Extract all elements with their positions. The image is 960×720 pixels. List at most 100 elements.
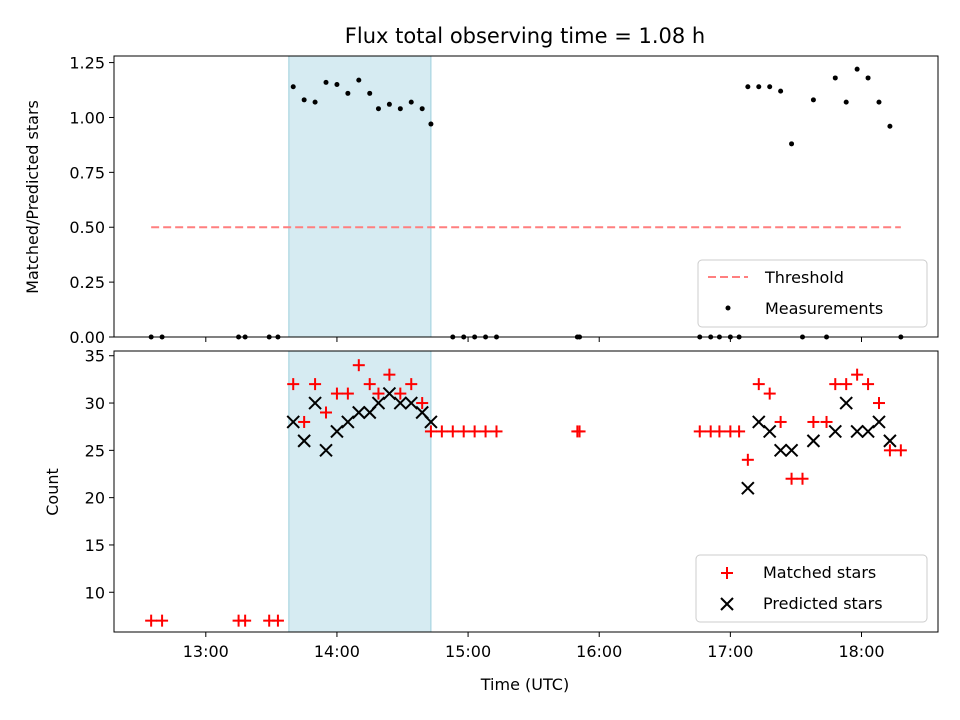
predicted-star-point (872, 415, 886, 429)
matched-star-point (352, 359, 365, 372)
matched-stars-legend-label: Matched stars (763, 563, 876, 582)
bottom-panel-y-tick-label: 20 (85, 489, 105, 508)
predicted-star-point (286, 415, 300, 429)
bottom-panel-y-axis-label: Count (43, 468, 62, 516)
predicted-star-point (352, 405, 366, 420)
measurement-point (408, 99, 414, 105)
predicted-star-point (297, 434, 311, 448)
bottom-panel-y-ticks: 10 15 20 25 30 35 (85, 347, 114, 602)
matched-star-point (862, 378, 875, 391)
top-panel-frame (113, 55, 939, 338)
measurement-point (865, 75, 871, 81)
bottom-panel: 10 15 20 25 30 35 13:00 14:00 15:00 16:00 17:00 18… (43, 347, 939, 694)
matched-star-point (424, 425, 437, 438)
measurement-point (778, 88, 784, 94)
measurement-point (419, 106, 425, 112)
bottom-panel-frame (113, 350, 939, 633)
matched-star-point (309, 378, 322, 391)
predicted-star-point (330, 424, 344, 439)
measurement-point (767, 84, 773, 90)
matched-star-point (394, 387, 407, 400)
matched-star-point (807, 415, 820, 428)
matched-star-point (840, 378, 853, 391)
predicted-star-point (404, 396, 418, 410)
matched-star-point (416, 397, 429, 410)
bottom-panel-x-tick-label: 15:00 (445, 642, 491, 661)
predicted-star-point (308, 396, 322, 410)
measurement-point (397, 106, 403, 112)
predicted-star-point (752, 415, 766, 429)
bottom-legend: Matched stars Predicted stars (695, 554, 928, 623)
bottom-legend-box (695, 554, 928, 623)
bottom-panel-y-tick-label: 10 (85, 583, 105, 602)
matched-star-point (446, 425, 459, 438)
predicted-star-point (839, 396, 853, 410)
matched-star-point (894, 444, 907, 457)
measurement-point (745, 84, 751, 90)
matched-star-point (785, 472, 798, 485)
matched-star-point (820, 415, 833, 428)
measurement-point (356, 77, 362, 83)
predicted-star-point (828, 424, 842, 439)
threshold-legend-label: Threshold (764, 268, 844, 287)
predicted-star-point (883, 434, 897, 448)
predicted-star-point (341, 415, 355, 429)
measurements-legend-marker (725, 305, 731, 311)
measurement-point (887, 123, 893, 129)
measurement-point (323, 79, 329, 85)
top-legend-box (697, 259, 928, 328)
matched-star-point (363, 378, 376, 391)
matched-star-point (752, 378, 765, 391)
measurement-point (810, 97, 816, 103)
top-panel-y-tick-label: 0.00 (69, 328, 105, 347)
bottom-panel-y-tick-label: 30 (85, 394, 105, 413)
top-panel-y-axis-label: Matched/Predicted stars (23, 100, 42, 294)
matched-star-point (271, 614, 284, 627)
predicted-star-point (382, 386, 397, 401)
matched-star-point (383, 368, 396, 381)
bottom-panel-x-tick-label: 14:00 (314, 642, 360, 661)
matched-star-point (883, 444, 896, 457)
top-panel-shaded-interval (288, 55, 432, 338)
matched-star-point (851, 368, 864, 381)
predicted-stars-series (286, 386, 897, 495)
matched-star-point (796, 472, 809, 485)
measurement-point (375, 106, 381, 112)
top-panel-y-tick-label: 1.00 (69, 108, 105, 127)
measurement-point (756, 84, 762, 90)
measurement-point (843, 99, 849, 105)
predicted-star-point (861, 424, 875, 439)
bottom-panel-x-tick-label: 17:00 (707, 642, 753, 661)
bottom-panel-x-ticks: 13:00 14:00 15:00 16:00 17:00 18:00 (183, 632, 885, 661)
measurement-point (876, 99, 882, 105)
matched-star-point (405, 378, 418, 391)
matched-star-point (479, 425, 492, 438)
top-panel: Flux total observing time = 1.08 h 0.000… (23, 24, 939, 347)
matched-star-point (457, 425, 470, 438)
predicted-star-point (393, 396, 408, 410)
predicted-star-point (741, 481, 755, 495)
predicted-star-point (371, 396, 386, 410)
top-legend: Threshold Measurements (697, 259, 928, 328)
bottom-panel-x-axis-label: Time (UTC) (480, 675, 569, 694)
measurement-point (386, 101, 392, 107)
top-panel-y-tick-label: 1.25 (69, 54, 105, 73)
predicted-star-point (850, 424, 864, 439)
matched-stars-legend-marker (721, 567, 733, 579)
bottom-panel-y-tick-label: 25 (85, 441, 105, 460)
measurement-point (832, 75, 838, 81)
measurement-point (290, 84, 296, 90)
predicted-stars-legend-label: Predicted stars (763, 594, 883, 613)
top-panel-y-tick-label: 0.50 (69, 218, 105, 237)
measurement-point (854, 66, 860, 72)
measurement-point (345, 90, 351, 96)
predicted-stars-legend-marker (720, 597, 734, 611)
predicted-star-point (784, 443, 799, 458)
matched-star-point (573, 425, 586, 438)
matched-star-point (330, 387, 343, 400)
bottom-panel-shaded-interval (288, 350, 432, 633)
top-panel-y-tick-label: 0.75 (69, 163, 105, 182)
matched-star-point (713, 425, 726, 438)
matched-star-point (872, 397, 885, 410)
top-panel-y-ticks: 0.00 0.25 0.50 0.75 1.00 1.25 (69, 54, 114, 347)
